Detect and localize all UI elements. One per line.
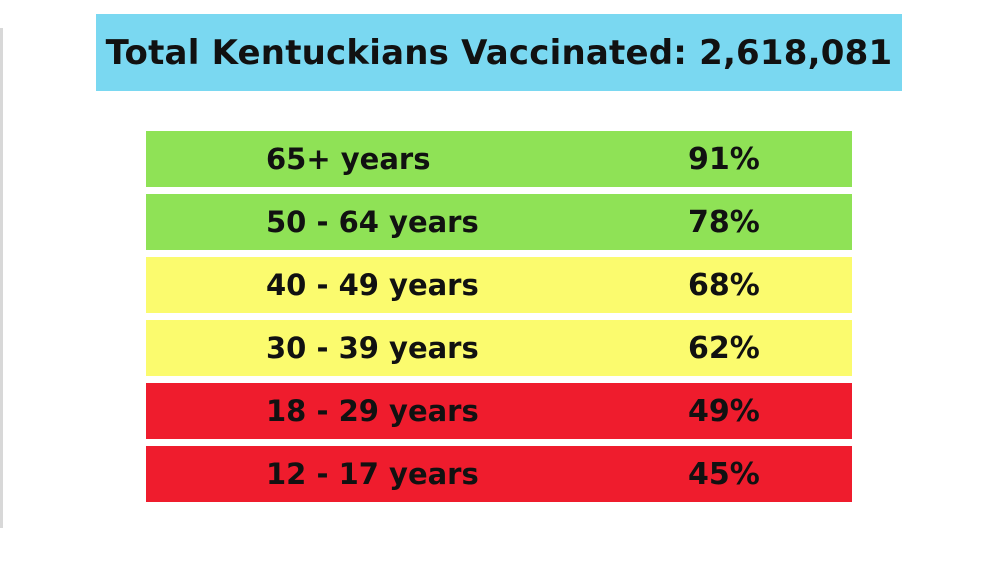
age-group-label: 12 - 17 years <box>266 457 479 491</box>
table-row: 65+ years 91% <box>146 131 852 187</box>
vaccination-percent: 62% <box>688 330 760 366</box>
table-row: 40 - 49 years 68% <box>146 257 852 313</box>
table-row: 30 - 39 years 62% <box>146 320 852 376</box>
vaccination-percent: 45% <box>688 456 760 492</box>
vaccination-table: 65+ years 91% 50 - 64 years 78% 40 - 49 year… <box>146 131 852 509</box>
age-group-label: 18 - 29 years <box>266 394 479 428</box>
table-row: 12 - 17 years 45% <box>146 446 852 502</box>
age-group-label: 40 - 49 years <box>266 268 479 302</box>
chart-title: Total Kentuckians Vaccinated: 2,618,081 <box>105 32 893 73</box>
left-edge-divider <box>0 28 3 528</box>
table-row: 50 - 64 years 78% <box>146 194 852 250</box>
vaccination-percent: 91% <box>688 141 760 177</box>
vaccination-percent: 68% <box>688 267 760 303</box>
vaccination-percent: 78% <box>688 204 760 240</box>
title-banner: Total Kentuckians Vaccinated: 2,618,081 <box>96 14 902 91</box>
age-group-label: 50 - 64 years <box>266 205 479 239</box>
table-row: 18 - 29 years 49% <box>146 383 852 439</box>
vaccination-percent: 49% <box>688 393 760 429</box>
age-group-label: 65+ years <box>266 142 431 176</box>
age-group-label: 30 - 39 years <box>266 331 479 365</box>
